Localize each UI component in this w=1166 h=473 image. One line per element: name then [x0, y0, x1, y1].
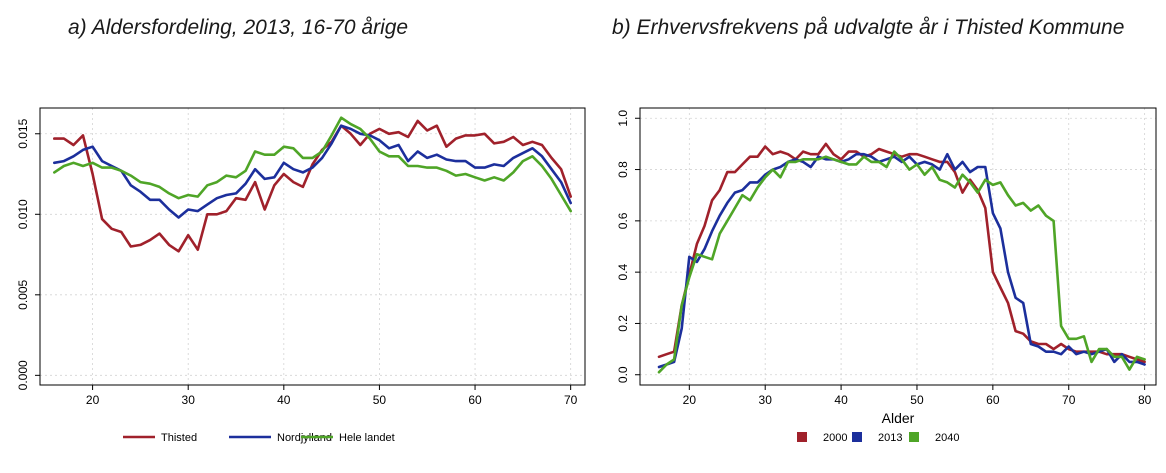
- legend-swatch: [797, 432, 807, 442]
- y-tick-label: 0.000: [16, 360, 30, 390]
- x-tick-label: 80: [1138, 393, 1152, 407]
- series-line-nordjylland: [52, 124, 573, 219]
- y-tick-label: 0.8: [616, 161, 630, 178]
- legend-label: 2013: [878, 432, 902, 444]
- x-tick-label: 70: [1062, 393, 1076, 407]
- legend: 2000 2013 2040: [797, 432, 959, 444]
- x-tick-label: 30: [182, 393, 196, 407]
- legend-label: 2040: [935, 432, 959, 444]
- x-tick-label: 40: [277, 393, 291, 407]
- x-tick-label: 60: [986, 393, 1000, 407]
- y-tick-label: 0.005: [16, 279, 30, 309]
- y-tick-label: 0.6: [616, 212, 630, 229]
- legend-label: Thisted: [161, 432, 197, 444]
- y-tick-label: 0.0: [616, 366, 630, 383]
- x-tick-label: 20: [86, 393, 100, 407]
- y-tick-label: 0.4: [616, 263, 630, 280]
- chart-b-title: b) Erhvervsfrekvens på udvalgte år i Thi…: [612, 16, 1125, 39]
- series-line-thisted: [52, 119, 573, 253]
- chart-b: 20 30 40 50 60 70 80 0.0 0.2 0.4 0.6 0.8 1.0 Alder 200…: [616, 107, 1157, 444]
- series-line-2000: [657, 142, 1146, 364]
- legend-swatch: [852, 432, 862, 442]
- legend-label: 2000: [823, 432, 847, 444]
- legend-label: Hele landet: [339, 432, 395, 444]
- y-tick-label: 0.015: [16, 118, 30, 148]
- plot-frame: [639, 107, 1157, 386]
- chart-a-title: a) Aldersfordeling, 2013, 16-70 årige: [68, 16, 409, 39]
- x-axis-label: Alder: [882, 410, 915, 426]
- series-line-2040: [657, 150, 1146, 374]
- x-tick-label: 50: [373, 393, 387, 407]
- series-line-hele-landet: [52, 116, 573, 213]
- x-tick-label: 40: [834, 393, 848, 407]
- y-tick-label: 1.0: [616, 110, 630, 127]
- x-tick-label: 70: [564, 393, 578, 407]
- plot-frame: [39, 107, 586, 386]
- x-tick-label: 50: [910, 393, 924, 407]
- y-tick-label: 0.010: [16, 199, 30, 229]
- x-tick-label: 60: [468, 393, 482, 407]
- series-line-2013: [657, 152, 1146, 369]
- x-tick-label: 30: [759, 393, 773, 407]
- legend-swatch: [909, 432, 919, 442]
- chart-a: 20 30 40 50 60 70 0.000 0.005 0.010 0.015 ThistedN…: [16, 107, 586, 444]
- y-tick-label: 0.2: [616, 315, 630, 332]
- legend: ThistedNordjyllandHele landet: [123, 432, 395, 444]
- x-tick-label: 20: [683, 393, 697, 407]
